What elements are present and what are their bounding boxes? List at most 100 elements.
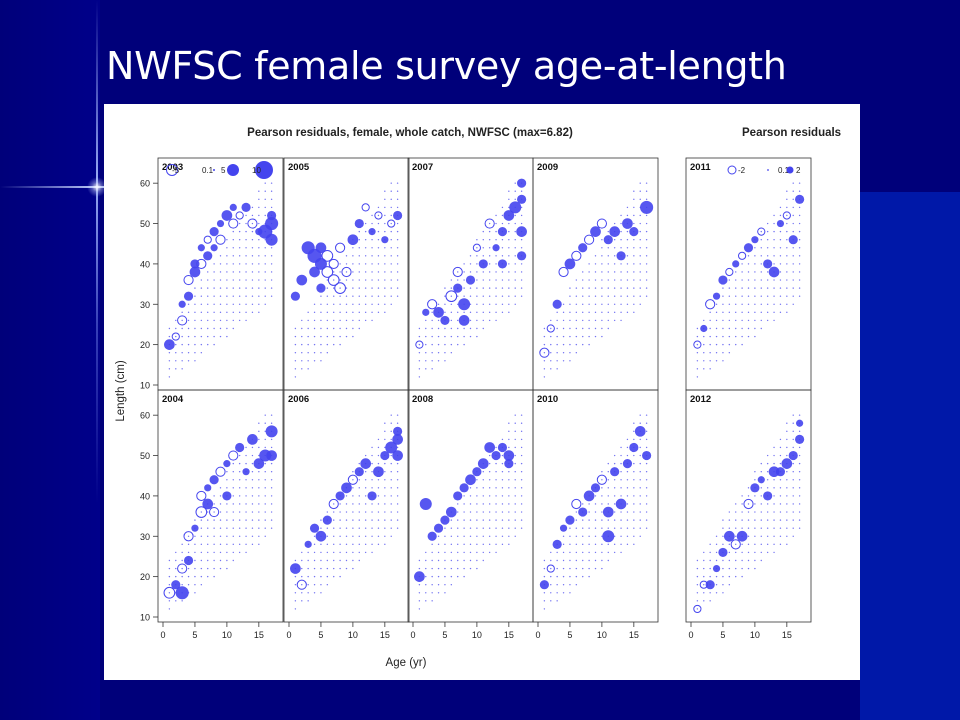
- grid-dot: [550, 567, 552, 570]
- grid-dot: [437, 335, 440, 338]
- grid-dot: [779, 238, 782, 241]
- grid-dot: [463, 495, 465, 497]
- grid-dot: [728, 575, 731, 578]
- grid-dot: [792, 247, 794, 249]
- grid-dot: [760, 303, 762, 305]
- grid-dot: [345, 303, 348, 305]
- grid-dot: [754, 543, 756, 546]
- grid-dot: [639, 495, 641, 497]
- grid-dot: [232, 559, 234, 562]
- residual-bubble-negative: [321, 266, 334, 278]
- grid-dot: [213, 527, 215, 529]
- panel-year-label: 2012: [690, 394, 711, 405]
- grid-dot: [219, 519, 222, 521]
- grid-dot: [779, 462, 782, 465]
- residual-bubble-positive: [242, 468, 250, 476]
- grid-dot: [760, 311, 762, 314]
- grid-dot: [760, 535, 762, 537]
- grid-dot: [639, 422, 641, 424]
- grid-dot: [779, 535, 782, 537]
- residual-bubble-negative: [183, 274, 194, 286]
- grid-dot: [747, 567, 750, 570]
- grid-dot: [520, 222, 523, 225]
- residual-bubble-positive: [175, 586, 189, 600]
- grid-dot: [601, 470, 603, 473]
- grid-dot: [760, 247, 762, 249]
- grid-dot: [238, 230, 241, 233]
- grid-dot: [384, 438, 386, 441]
- grid-dot: [476, 543, 478, 546]
- grid-dot: [741, 287, 743, 289]
- grid-dot: [352, 271, 354, 273]
- grid-dot: [508, 271, 510, 273]
- grid-dot: [543, 600, 546, 602]
- grid-dot: [495, 263, 497, 265]
- grid-dot: [754, 303, 756, 305]
- grid-dot: [792, 222, 794, 225]
- grid-dot: [569, 287, 571, 289]
- grid-dot: [582, 543, 584, 546]
- residual-bubble-positive: [393, 210, 403, 221]
- grid-dot: [620, 319, 622, 322]
- grid-dot: [463, 503, 465, 505]
- x-tick-label: 0: [688, 630, 693, 640]
- grid-dot: [514, 519, 516, 521]
- grid-dot: [792, 527, 794, 529]
- residual-bubble-positive: [491, 450, 501, 461]
- grid-dot: [760, 470, 762, 473]
- sparkle-icon: [87, 177, 107, 197]
- grid-dot: [469, 311, 472, 314]
- grid-dot: [345, 279, 348, 281]
- grid-dot: [626, 454, 629, 457]
- grid-dot: [384, 295, 386, 297]
- grid-dot: [390, 214, 392, 217]
- grid-dot: [607, 319, 609, 322]
- grid-dot: [639, 454, 641, 457]
- grid-dot: [773, 487, 775, 489]
- grid-dot: [307, 343, 309, 346]
- grid-dot: [633, 206, 635, 209]
- residual-bubble-negative: [215, 234, 226, 245]
- grid-dot: [437, 551, 440, 554]
- grid-dot: [607, 503, 609, 505]
- residual-bubble-positive: [385, 441, 398, 454]
- grid-dot: [620, 551, 622, 554]
- grid-dot: [431, 368, 433, 370]
- grid-dot: [543, 327, 546, 330]
- grid-dot: [258, 303, 260, 305]
- grid-dot: [786, 238, 788, 241]
- grid-dot: [594, 319, 597, 322]
- grid-dot: [754, 295, 756, 297]
- grid-dot: [251, 238, 254, 241]
- grid-dot: [569, 295, 571, 297]
- grid-dot: [514, 487, 516, 489]
- grid-dot: [735, 567, 737, 570]
- grid-dot: [613, 479, 616, 481]
- grid-dot: [709, 543, 711, 546]
- grid-dot: [543, 376, 546, 378]
- grid-dot: [384, 535, 386, 537]
- grid-dot: [476, 327, 478, 330]
- grid-dot: [245, 446, 247, 449]
- grid-dot: [384, 470, 386, 473]
- grid-dot: [207, 303, 209, 305]
- grid-dot: [639, 222, 641, 225]
- grid-dot: [786, 247, 788, 249]
- grid-dot: [232, 311, 234, 314]
- y-tick-label: 60: [140, 411, 150, 421]
- y-tick-label: 10: [140, 381, 150, 391]
- grid-dot: [450, 335, 453, 338]
- grid-dot: [270, 190, 273, 192]
- grid-dot: [514, 238, 516, 241]
- grid-dot: [245, 519, 247, 521]
- grid-dot: [514, 198, 516, 201]
- grid-dot: [645, 479, 648, 481]
- grid-dot: [352, 551, 354, 554]
- grid-dot: [735, 311, 737, 314]
- grid-dot: [200, 343, 203, 346]
- grid-dot: [786, 198, 788, 201]
- grid-dot: [766, 470, 769, 473]
- residual-bubble-positive: [602, 506, 614, 518]
- grid-dot: [326, 567, 329, 570]
- grid-dot: [709, 368, 711, 370]
